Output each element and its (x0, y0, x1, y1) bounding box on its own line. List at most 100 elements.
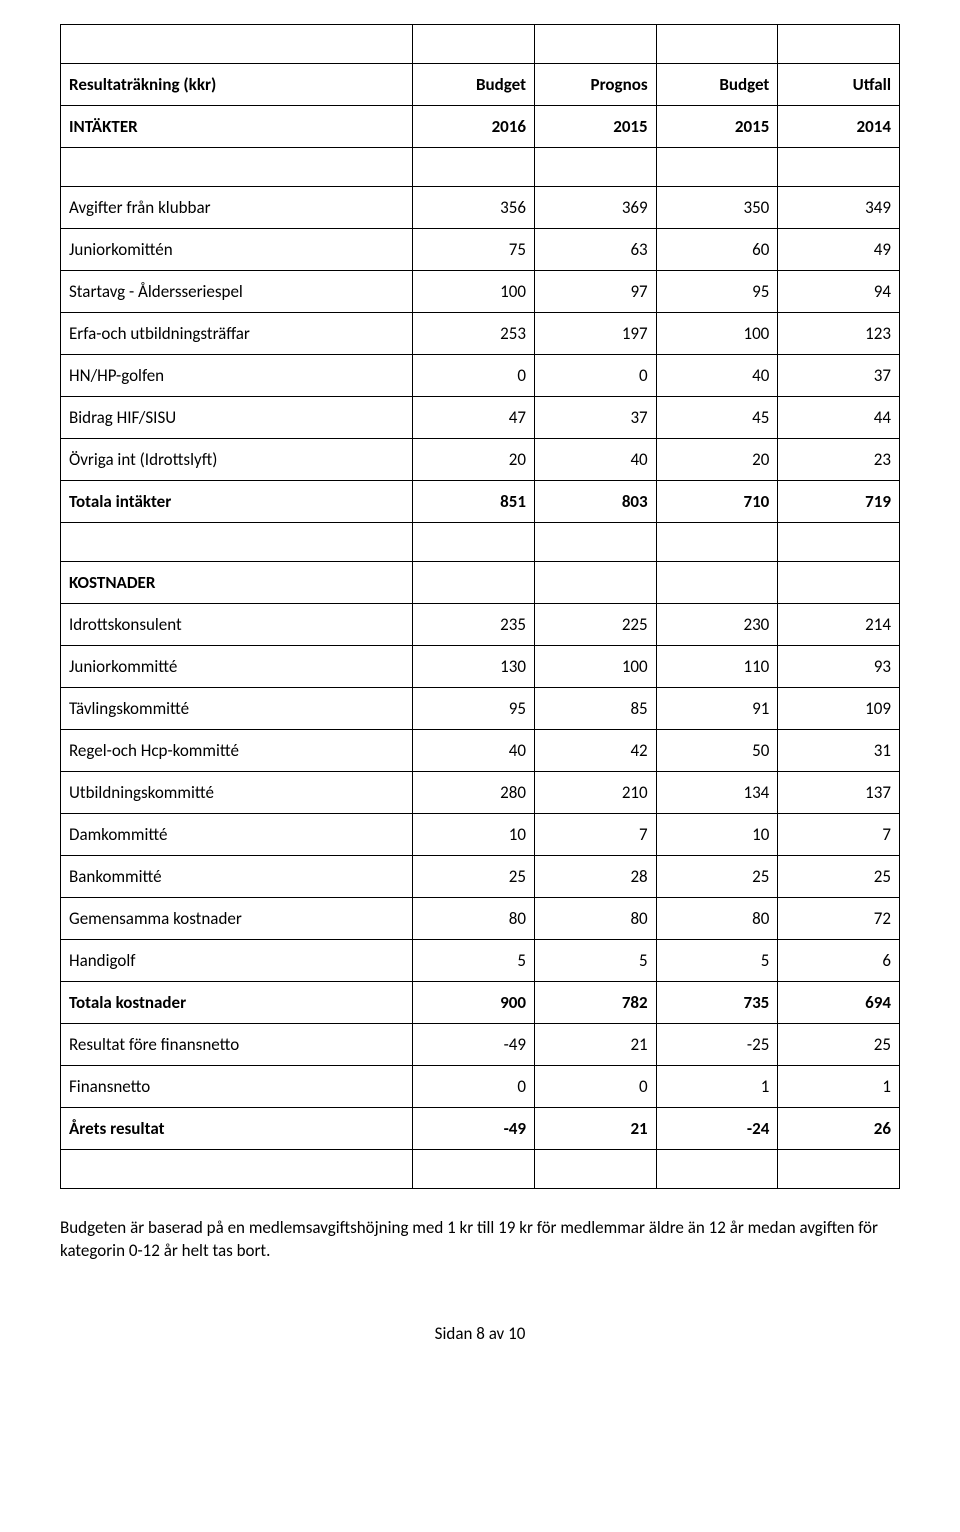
row-value: 100 (535, 646, 657, 688)
row-value: -49 (413, 1024, 535, 1066)
total-value: 26 (778, 1108, 900, 1150)
section-header: INTÄKTER (61, 106, 413, 148)
table-header-row-1: Resultaträkning (kkr) Budget Prognos Bud… (61, 64, 900, 106)
row-value: 100 (656, 313, 778, 355)
row-label: Handigolf (61, 940, 413, 982)
row-value: 350 (656, 187, 778, 229)
row-value: 225 (535, 604, 657, 646)
table-row: Erfa-och utbildningsträffar 253 197 100 … (61, 313, 900, 355)
table-row: Övriga int (Idrottslyft) 20 40 20 23 (61, 439, 900, 481)
year-col: 2015 (535, 106, 657, 148)
table-row: Handigolf 5 5 5 6 (61, 940, 900, 982)
row-value: 95 (413, 688, 535, 730)
total-label: Totala kostnader (61, 982, 413, 1024)
row-label: Startavg - Åldersseriespel (61, 271, 413, 313)
table-row: Startavg - Åldersseriespel 100 97 95 94 (61, 271, 900, 313)
row-value: 10 (656, 814, 778, 856)
row-value: 75 (413, 229, 535, 271)
header-col: Utfall (778, 64, 900, 106)
arets-resultat-row: Årets resultat -49 21 -24 26 (61, 1108, 900, 1150)
row-value: 95 (656, 271, 778, 313)
row-value: 40 (535, 439, 657, 481)
year-col: 2015 (656, 106, 778, 148)
row-label: Övriga int (Idrottslyft) (61, 439, 413, 481)
year-col: 2014 (778, 106, 900, 148)
row-value: 134 (656, 772, 778, 814)
row-value: 63 (535, 229, 657, 271)
table-row: Idrottskonsulent 235 225 230 214 (61, 604, 900, 646)
table-row: Regel-och Hcp-kommitté 40 42 50 31 (61, 730, 900, 772)
row-value: 91 (656, 688, 778, 730)
row-value: 28 (535, 856, 657, 898)
row-value: 100 (413, 271, 535, 313)
row-value: 130 (413, 646, 535, 688)
row-label: Erfa-och utbildningsträffar (61, 313, 413, 355)
row-value: 23 (778, 439, 900, 481)
row-label: Damkommitté (61, 814, 413, 856)
table-header-row-2: INTÄKTER 2016 2015 2015 2014 (61, 106, 900, 148)
row-value: 80 (656, 898, 778, 940)
row-value: 0 (535, 1066, 657, 1108)
row-label: Finansnetto (61, 1066, 413, 1108)
total-label: Totala intäkter (61, 481, 413, 523)
table-empty-row (61, 148, 900, 187)
row-value: 5 (656, 940, 778, 982)
row-value: 137 (778, 772, 900, 814)
table-row: Avgifter från klubbar 356 369 350 349 (61, 187, 900, 229)
total-value: 694 (778, 982, 900, 1024)
total-value: -24 (656, 1108, 778, 1150)
row-value: 5 (535, 940, 657, 982)
table-empty-row (61, 523, 900, 562)
kostnader-header-row: KOSTNADER (61, 562, 900, 604)
row-value: 25 (656, 856, 778, 898)
section-header: KOSTNADER (61, 562, 413, 604)
row-value: 80 (413, 898, 535, 940)
totala-kostnader-row: Totala kostnader 900 782 735 694 (61, 982, 900, 1024)
total-value: 851 (413, 481, 535, 523)
header-label: Resultaträkning (kkr) (61, 64, 413, 106)
table-row: Juniorkomittén 75 63 60 49 (61, 229, 900, 271)
total-value: -49 (413, 1108, 535, 1150)
row-value: 45 (656, 397, 778, 439)
total-value: 803 (535, 481, 657, 523)
row-value: 80 (535, 898, 657, 940)
row-value: 40 (413, 730, 535, 772)
row-value: 369 (535, 187, 657, 229)
row-value: 7 (535, 814, 657, 856)
row-value: 25 (778, 856, 900, 898)
total-value: 782 (535, 982, 657, 1024)
row-label: Avgifter från klubbar (61, 187, 413, 229)
table-row: Bankommitté 25 28 25 25 (61, 856, 900, 898)
row-value: 210 (535, 772, 657, 814)
row-value: 7 (778, 814, 900, 856)
row-label: Gemensamma kostnader (61, 898, 413, 940)
row-value: 25 (778, 1024, 900, 1066)
row-value: 123 (778, 313, 900, 355)
row-value: 5 (413, 940, 535, 982)
row-value: 94 (778, 271, 900, 313)
table-row: Gemensamma kostnader 80 80 80 72 (61, 898, 900, 940)
row-label: Regel-och Hcp-kommitté (61, 730, 413, 772)
table-row: HN/HP-golfen 0 0 40 37 (61, 355, 900, 397)
row-value: 230 (656, 604, 778, 646)
header-col: Budget (413, 64, 535, 106)
row-value: 50 (656, 730, 778, 772)
body-paragraph: Budgeten är baserad på en medlemsavgifts… (60, 1217, 900, 1263)
year-col: 2016 (413, 106, 535, 148)
total-value: 710 (656, 481, 778, 523)
row-value: 40 (656, 355, 778, 397)
row-value: 280 (413, 772, 535, 814)
table-row: Tävlingskommitté 95 85 91 109 (61, 688, 900, 730)
row-value: 0 (413, 355, 535, 397)
row-value: 72 (778, 898, 900, 940)
row-value: 47 (413, 397, 535, 439)
budget-table: Resultaträkning (kkr) Budget Prognos Bud… (60, 24, 900, 1189)
row-value: 85 (535, 688, 657, 730)
total-value: 21 (535, 1108, 657, 1150)
total-label: Årets resultat (61, 1108, 413, 1150)
row-value: 0 (413, 1066, 535, 1108)
row-value: 37 (535, 397, 657, 439)
row-value: 253 (413, 313, 535, 355)
row-value: 93 (778, 646, 900, 688)
row-label: HN/HP-golfen (61, 355, 413, 397)
